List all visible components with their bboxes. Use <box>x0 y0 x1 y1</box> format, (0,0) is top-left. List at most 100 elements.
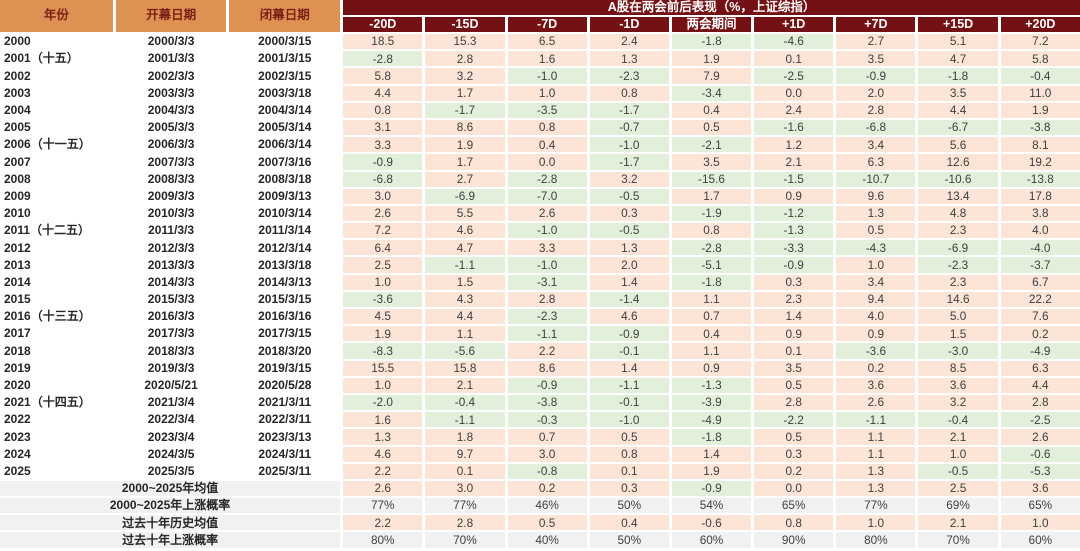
table-row: 2018 2018/3/3 2018/3/20 -8.3 -5.6 2.2 -0.1 1.1 0… <box>0 343 1080 359</box>
value-cell: -5.6 <box>425 343 505 359</box>
open-date-cell: 2015/3/3 <box>115 291 227 307</box>
column-header-offset-3: -1D <box>589 17 669 32</box>
table-row: 2000 2000/3/3 2000/3/15 18.5 15.3 6.5 2.4 -1.8-… <box>0 34 1080 50</box>
value-cell: 2.8 <box>836 102 916 118</box>
value-cell: 1.1 <box>671 291 752 307</box>
value-cell: 3.6 <box>1000 480 1080 497</box>
table-row: 2019 2019/3/3 2019/3/15 15.5 15.8 8.6 1.4 0.9 3.… <box>0 360 1080 376</box>
value-cell: -0.8 <box>507 463 587 479</box>
value-cell: 4.6 <box>589 309 669 325</box>
value-cell: -1.1 <box>836 412 916 428</box>
year-cell: 2011（十二五） <box>0 223 113 239</box>
open-date-cell: 2016/3/3 <box>115 309 227 325</box>
value-cell: 2.1 <box>918 515 998 531</box>
value-cell: 1.5 <box>425 274 505 290</box>
column-header-offset-6: +7D <box>836 17 916 32</box>
value-cell: 0.2 <box>836 360 916 376</box>
value-cell: 14.6 <box>918 291 998 307</box>
column-header-offset-2: -7D <box>507 17 587 32</box>
value-cell: -0.1 <box>589 343 669 359</box>
value-cell: 1.8 <box>425 429 505 445</box>
value-cell: 2.7 <box>425 171 505 187</box>
value-cell: 77% <box>425 498 505 514</box>
value-cell: -6.9 <box>425 188 505 204</box>
value-cell: 1.1 <box>671 343 752 359</box>
open-date-cell: 2010/3/3 <box>115 205 227 222</box>
value-cell: 1.2 <box>754 137 834 153</box>
value-cell: 2.8 <box>507 291 587 307</box>
table-row: 2007 2007/3/3 2007/3/16 -0.9 1.7 0.0 -1.7 3.5 2.… <box>0 154 1080 170</box>
open-date-cell: 2022/3/4 <box>115 412 227 428</box>
close-date-cell: 2018/3/20 <box>229 343 341 359</box>
value-cell: 60% <box>1000 532 1080 548</box>
value-cell: 0.5 <box>754 377 834 393</box>
value-cell: 0.8 <box>754 515 834 531</box>
value-cell: 0.5 <box>589 429 669 445</box>
value-cell: 2.8 <box>425 515 505 531</box>
summary-label-cell: 2000~2025年均值 <box>0 480 341 497</box>
value-cell: 3.0 <box>425 480 505 497</box>
value-cell: 70% <box>425 532 505 548</box>
value-cell: -10.7 <box>836 171 916 187</box>
year-cell: 2015 <box>0 291 113 307</box>
value-cell: -2.3 <box>918 257 998 273</box>
close-date-cell: 2009/3/13 <box>229 188 341 204</box>
open-date-cell: 2007/3/3 <box>115 154 227 170</box>
open-date-cell: 2025/3/5 <box>115 463 227 479</box>
value-cell: 8.6 <box>507 360 587 376</box>
value-cell: 6.7 <box>1000 274 1080 290</box>
column-header-offset-4: 两会期间 <box>671 17 752 32</box>
value-cell: 11.0 <box>1000 85 1080 101</box>
value-cell: 0.3 <box>589 205 669 222</box>
value-cell: 2.0 <box>589 257 669 273</box>
value-cell: 1.0 <box>1000 515 1080 531</box>
value-cell: -2.3 <box>507 309 587 325</box>
value-cell: -1.0 <box>589 137 669 153</box>
value-cell: 1.3 <box>589 51 669 67</box>
value-cell: -0.7 <box>589 119 669 136</box>
value-cell: 0.0 <box>754 85 834 101</box>
open-date-cell: 2000/3/3 <box>115 34 227 50</box>
year-cell: 2019 <box>0 360 113 376</box>
table-row: 2004 2004/3/3 2004/3/14 0.8 -1.7 -3.5 -1.7 0.4 2… <box>0 102 1080 118</box>
value-cell: 1.0 <box>836 257 916 273</box>
value-cell: -6.7 <box>918 119 998 136</box>
value-cell: 3.1 <box>343 119 423 136</box>
value-cell: 1.9 <box>425 137 505 153</box>
value-cell: 15.3 <box>425 34 505 50</box>
value-cell: 2.1 <box>425 377 505 393</box>
value-cell: 0.1 <box>589 463 669 479</box>
value-cell: 5.8 <box>343 68 423 84</box>
value-cell: -1.6 <box>754 119 834 136</box>
value-cell: 5.6 <box>918 137 998 153</box>
value-cell: 1.1 <box>836 429 916 445</box>
close-date-cell: 2010/3/14 <box>229 205 341 222</box>
open-date-cell: 2020/5/21 <box>115 377 227 393</box>
column-header-year: 年份 <box>0 0 113 32</box>
value-cell: -0.5 <box>589 223 669 239</box>
value-cell: 1.6 <box>507 51 587 67</box>
value-cell: 5.8 <box>1000 51 1080 67</box>
value-cell: -6.8 <box>836 119 916 136</box>
value-cell: -0.9 <box>589 326 669 342</box>
value-cell: 6.5 <box>507 34 587 50</box>
value-cell: 9.7 <box>425 446 505 462</box>
value-cell: 6.4 <box>343 240 423 256</box>
open-date-cell: 2002/3/3 <box>115 68 227 84</box>
value-cell: 3.2 <box>589 171 669 187</box>
value-cell: 0.2 <box>507 480 587 497</box>
value-cell: 0.3 <box>754 274 834 290</box>
value-cell: 0.8 <box>589 446 669 462</box>
table-row: 2010 2010/3/3 2010/3/14 2.6 5.5 2.6 0.3 -1.9 -1.… <box>0 205 1080 222</box>
value-cell: -0.5 <box>918 463 998 479</box>
value-cell: 3.8 <box>1000 205 1080 222</box>
table-row: 2011（十二五） 2011/3/3 2011/3/14 7.2 4.6 -1.0 -0.5… <box>0 223 1080 239</box>
close-date-cell: 2007/3/16 <box>229 154 341 170</box>
sub-header-row: -20D -15D -7D -1D 两会期间 +1D +7D +15D +20D <box>0 17 1080 32</box>
year-cell: 2006（十一五） <box>0 137 113 153</box>
table-row: 2023 2023/3/4 2023/3/13 1.3 1.8 0.7 0.5 -1.8 0.5… <box>0 429 1080 445</box>
value-cell: 1.0 <box>507 85 587 101</box>
value-cell: 77% <box>343 498 423 514</box>
value-cell: -4.9 <box>1000 343 1080 359</box>
year-cell: 2024 <box>0 446 113 462</box>
